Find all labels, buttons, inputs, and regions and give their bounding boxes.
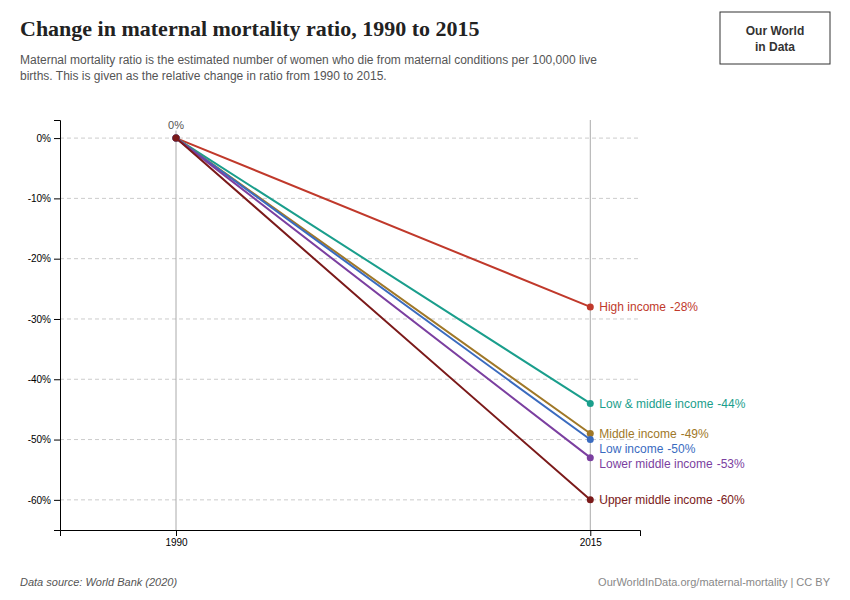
series-line bbox=[176, 138, 590, 403]
chart: Change in maternal mortality ratio, 1990… bbox=[0, 0, 850, 600]
plot: 0% -10% -20% -30% -40% -50% -60% 1990 2015 High i… bbox=[28, 119, 746, 548]
series-point bbox=[587, 454, 594, 461]
series-point bbox=[173, 135, 180, 142]
series-label: Lower middle income bbox=[599, 457, 713, 471]
y-tick-label: -60% bbox=[28, 495, 51, 506]
y-tick-mark bbox=[54, 198, 60, 199]
series-point bbox=[587, 496, 594, 503]
y-axis-line bbox=[54, 121, 61, 531]
series-label: High income bbox=[599, 300, 666, 314]
series-line bbox=[176, 138, 590, 439]
series-labels: High income -28% Low & middle income -44% Mi… bbox=[599, 300, 745, 507]
annotations: 0% bbox=[168, 119, 184, 131]
y-tick-mark bbox=[54, 440, 60, 441]
series-point bbox=[587, 436, 594, 443]
series-point bbox=[173, 135, 180, 142]
y-tick-mark bbox=[54, 259, 60, 260]
logo-text: Our World bbox=[746, 24, 804, 38]
y-tick: -40% bbox=[28, 374, 60, 385]
data-label: -53% bbox=[717, 457, 745, 471]
x-tick-label: 2015 bbox=[580, 537, 603, 548]
data-label: -50% bbox=[667, 442, 695, 456]
series-point bbox=[587, 430, 594, 437]
series-label: Low income bbox=[599, 442, 663, 456]
series-line bbox=[176, 138, 590, 500]
y-tick-label: -40% bbox=[28, 374, 51, 385]
y-tick-label: 0% bbox=[37, 133, 52, 144]
data-label: -28% bbox=[670, 300, 698, 314]
y-tick: -10% bbox=[28, 193, 60, 204]
y-tick-label: -10% bbox=[28, 193, 51, 204]
x-tick-mark bbox=[590, 530, 591, 536]
y-tick: -60% bbox=[28, 495, 60, 506]
x-axis-line bbox=[61, 531, 641, 537]
x-tick: 2015 bbox=[580, 530, 603, 548]
logo-box bbox=[720, 12, 830, 64]
x-axis: 1990 2015 bbox=[61, 530, 641, 548]
grid-line-x bbox=[590, 120, 591, 530]
grid-line-y bbox=[60, 439, 640, 440]
y-tick-label: -20% bbox=[28, 253, 51, 264]
y-tick-mark bbox=[54, 319, 60, 320]
source: Data source: World Bank (2020) bbox=[20, 576, 177, 588]
annotation: 0% bbox=[168, 119, 184, 131]
y-tick-label: -30% bbox=[28, 314, 51, 325]
y-tick: -30% bbox=[28, 314, 60, 325]
data-label: -49% bbox=[681, 427, 709, 441]
series-point bbox=[173, 135, 180, 142]
subtitle: Maternal mortality ratio is the estimate… bbox=[20, 53, 597, 83]
x-tick: 1990 bbox=[165, 530, 188, 548]
series-point bbox=[587, 303, 594, 310]
logo: Our World in Data bbox=[720, 12, 830, 64]
y-tick-mark bbox=[54, 138, 60, 139]
x-tick-label: 1990 bbox=[165, 537, 188, 548]
series-line bbox=[176, 138, 590, 307]
marks bbox=[173, 135, 594, 504]
series-label: Low & middle income bbox=[599, 397, 713, 411]
subtitle-line: births. This is given as the relative ch… bbox=[20, 69, 387, 83]
y-tick-mark bbox=[54, 500, 60, 501]
series-label: Middle income bbox=[599, 427, 677, 441]
grid-line-y bbox=[60, 138, 640, 139]
x-tick-mark bbox=[176, 530, 177, 536]
grid bbox=[60, 120, 640, 530]
y-tick-label: -50% bbox=[28, 434, 51, 445]
series-point bbox=[173, 135, 180, 142]
logo-text: in Data bbox=[755, 40, 795, 54]
title: Change in maternal mortality ratio, 1990… bbox=[20, 16, 480, 41]
y-tick: 0% bbox=[37, 133, 60, 144]
series-label: Upper middle income bbox=[599, 493, 713, 507]
grid-line-y bbox=[60, 198, 640, 199]
series-line bbox=[176, 138, 590, 458]
grid-line-x bbox=[176, 120, 177, 530]
data-label: -44% bbox=[717, 397, 745, 411]
y-tick-mark bbox=[54, 379, 60, 380]
grid-line-y bbox=[60, 258, 640, 259]
data-label: -60% bbox=[717, 493, 745, 507]
y-tick: -20% bbox=[28, 253, 60, 264]
y-tick: -50% bbox=[28, 434, 60, 445]
subtitle-line: Maternal mortality ratio is the estimate… bbox=[20, 53, 597, 67]
y-axis: 0% -10% -20% -30% -40% -50% -60% bbox=[28, 121, 61, 531]
series-point bbox=[587, 400, 594, 407]
grid-line-y bbox=[60, 499, 640, 500]
grid-line-y bbox=[60, 318, 640, 319]
series-point bbox=[173, 135, 180, 142]
copyright: OurWorldInData.org/maternal-mortality | … bbox=[598, 576, 831, 588]
series-point bbox=[173, 135, 180, 142]
